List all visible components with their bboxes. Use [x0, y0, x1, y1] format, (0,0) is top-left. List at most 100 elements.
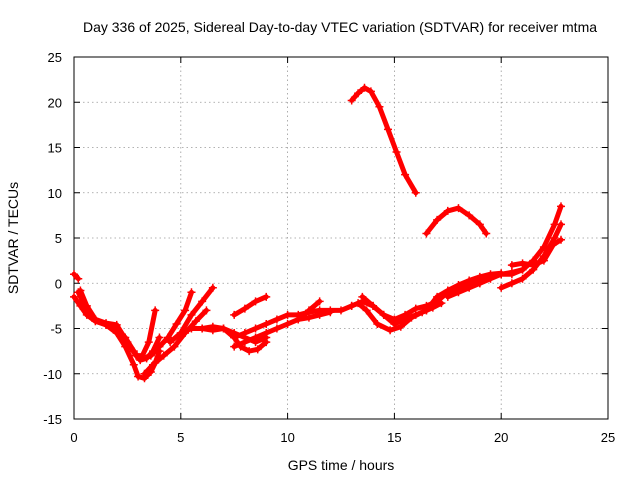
chart-title: Day 336 of 2025, Sidereal Day-to-day VTE… — [83, 19, 597, 35]
grid-lines — [74, 57, 608, 419]
data-point — [557, 202, 566, 211]
y-tick-label: 10 — [48, 186, 62, 201]
data-series — [70, 83, 566, 383]
data-point — [251, 297, 260, 306]
series-line-25 — [550, 237, 564, 248]
data-point — [208, 322, 217, 331]
x-tick-label: 0 — [70, 430, 77, 445]
data-point — [347, 301, 356, 310]
data-point — [465, 283, 474, 292]
data-point — [142, 354, 151, 363]
data-point — [475, 220, 484, 229]
data-point — [187, 324, 196, 333]
data-point — [548, 241, 557, 250]
data-point — [482, 229, 491, 238]
data-point — [326, 308, 335, 317]
data-point — [497, 270, 506, 279]
data-point — [358, 292, 367, 301]
data-point — [82, 301, 91, 310]
data-point — [401, 310, 410, 319]
data-point — [76, 286, 85, 295]
data-point — [411, 188, 420, 197]
data-point — [354, 89, 363, 98]
data-point — [475, 279, 484, 288]
data-point — [151, 306, 160, 315]
x-tick-label: 25 — [601, 430, 615, 445]
data-point — [369, 301, 378, 310]
data-point — [91, 315, 100, 324]
data-point — [375, 102, 384, 111]
x-axis-ticks: 0 5 10 15 20 25 — [70, 57, 615, 445]
data-point — [422, 306, 431, 315]
data-point — [507, 279, 516, 288]
data-point — [518, 274, 527, 283]
data-point — [360, 83, 369, 92]
data-point — [373, 319, 382, 328]
data-point — [219, 324, 228, 333]
series-line-11 — [231, 309, 333, 350]
data-point — [129, 360, 138, 369]
data-point — [557, 220, 566, 229]
data-point — [454, 288, 463, 297]
data-point — [294, 315, 303, 324]
data-point — [187, 310, 196, 319]
data-point — [465, 211, 474, 220]
data-point — [557, 235, 566, 244]
series-line-17 — [349, 85, 419, 196]
y-tick-label: 20 — [48, 95, 62, 110]
data-point — [443, 206, 452, 215]
data-point — [102, 319, 111, 328]
data-point — [163, 333, 172, 342]
data-point — [362, 306, 371, 315]
y-tick-label: 0 — [55, 276, 62, 291]
data-point — [283, 310, 292, 319]
data-point — [155, 342, 164, 351]
data-point — [230, 342, 239, 351]
data-point — [304, 313, 313, 322]
data-point — [379, 310, 388, 319]
data-point — [166, 338, 175, 347]
data-point — [396, 322, 405, 331]
data-point — [202, 306, 211, 315]
data-point — [70, 292, 78, 301]
data-point — [176, 329, 185, 338]
series-line-12 — [231, 294, 269, 318]
data-point — [507, 261, 516, 270]
data-point — [392, 148, 401, 157]
data-point — [159, 351, 168, 360]
data-point — [198, 324, 207, 333]
data-point — [518, 259, 527, 268]
data-point — [155, 333, 164, 342]
x-tick-label: 5 — [177, 430, 184, 445]
data-point — [272, 324, 281, 333]
series-line-6 — [148, 289, 194, 359]
data-point — [208, 283, 217, 292]
data-point — [262, 319, 271, 328]
data-point — [172, 319, 181, 328]
x-tick-label: 20 — [494, 430, 508, 445]
data-point — [443, 292, 452, 301]
series-line-3 — [77, 288, 158, 359]
data-point — [191, 317, 200, 326]
data-point — [315, 310, 324, 319]
data-point — [240, 338, 249, 347]
y-tick-label: -15 — [43, 412, 62, 427]
data-point — [251, 333, 260, 342]
data-point — [497, 283, 506, 292]
x-axis-label: GPS time / hours — [288, 457, 395, 473]
data-point — [144, 338, 153, 347]
data-point — [386, 326, 395, 335]
data-point — [230, 310, 239, 319]
x-tick-label: 10 — [280, 430, 294, 445]
data-point — [112, 320, 121, 329]
data-point — [433, 297, 442, 306]
data-point — [262, 292, 271, 301]
data-point — [138, 351, 147, 360]
series-line-21 — [445, 280, 483, 300]
data-point — [383, 125, 392, 134]
y-tick-label: 25 — [48, 50, 62, 65]
data-point — [401, 170, 410, 179]
y-tick-label: 15 — [48, 141, 62, 156]
data-point — [146, 351, 155, 360]
data-point — [507, 270, 516, 279]
